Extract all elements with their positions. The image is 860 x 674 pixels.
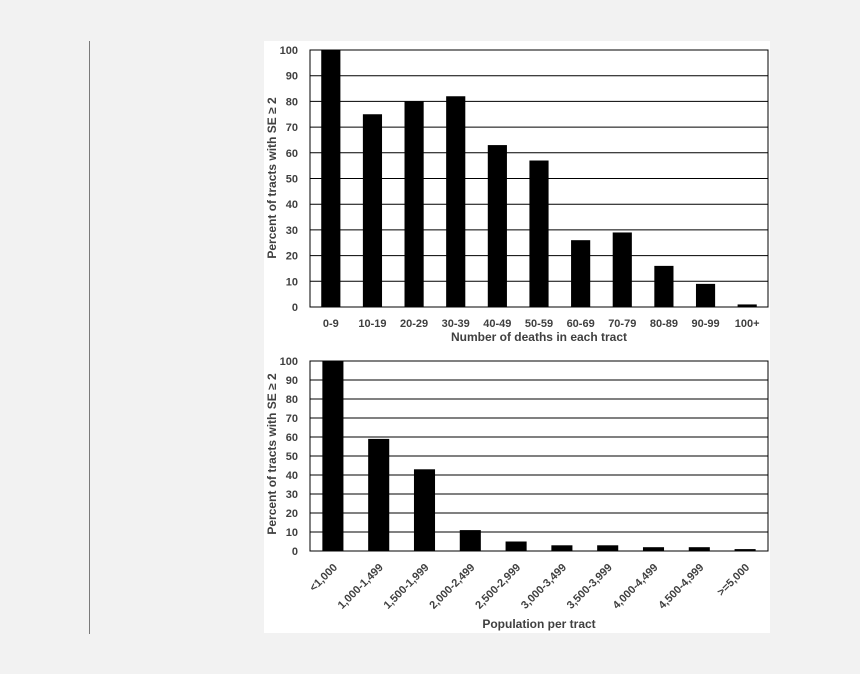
- deaths-x-tick-label: 40-49: [483, 318, 511, 330]
- deaths-y-tick-label: 20: [286, 251, 298, 263]
- population-bar: [551, 545, 573, 551]
- population-y-tick-label: 90: [286, 375, 298, 387]
- deaths-y-tick-label: 0: [292, 302, 298, 314]
- deaths-x-tick-label: 50-59: [525, 318, 553, 330]
- population-y-tick-label: 20: [286, 508, 298, 520]
- deaths-y-tick-label: 50: [286, 174, 298, 186]
- deaths-x-tick-label: 100+: [735, 318, 760, 330]
- deaths-x-tick-label: 0-9: [323, 318, 339, 330]
- population-bar: [505, 541, 527, 551]
- population-bar: [688, 547, 710, 551]
- deaths-x-tick-label: 20-29: [400, 318, 428, 330]
- population-y-axis-title: Percent of tracts with SE ≥ 2: [265, 373, 279, 535]
- population-y-tick-label: 50: [286, 451, 298, 463]
- deaths-x-axis-title: Number of deaths in each tract: [451, 330, 627, 344]
- population-x-tick-label: 1,000-1,499: [336, 562, 386, 612]
- population-bar: [642, 547, 665, 551]
- population-plot-frame: [309, 360, 769, 552]
- deaths-bar: [404, 101, 424, 308]
- population-bar: [597, 545, 619, 551]
- deaths-bar: [612, 232, 632, 307]
- deaths-y-tick-label: 100: [280, 45, 298, 57]
- population-y-tick-label: 80: [286, 394, 298, 406]
- population-y-tick-label: 70: [286, 413, 298, 425]
- population-x-tick-label: 2,000-2,499: [427, 562, 477, 612]
- deaths-bar: [529, 160, 549, 307]
- deaths-x-tick-label: 80-89: [650, 318, 678, 330]
- population-x-tick-label: 3,500-3,999: [565, 562, 615, 612]
- population-y-tick-label: 40: [286, 470, 298, 482]
- population-x-tick-label: 3,000-3,499: [519, 562, 569, 612]
- population-bar-chart: 0 10 20 30 40 50 60 70 80 90 100 <1,0001,000-1,4991…: [265, 356, 769, 631]
- population-x-tick-label: >=5,000: [715, 562, 752, 599]
- deaths-x-tick-label: 30-39: [442, 318, 470, 330]
- deaths-bar: [321, 50, 341, 307]
- deaths-y-tick-label: 70: [286, 122, 298, 134]
- deaths-bar: [571, 240, 591, 307]
- population-bar: [734, 549, 756, 551]
- population-y-tick-label: 30: [286, 489, 298, 501]
- population-x-tick-label: 4,500-4,999: [656, 562, 706, 612]
- population-x-tick-label: 4,000-4,499: [611, 562, 661, 612]
- population-y-tick-label: 100: [280, 356, 298, 368]
- deaths-y-tick-label: 90: [286, 71, 298, 83]
- population-x-axis-title: Population per tract: [482, 617, 595, 631]
- population-x-tick-label: 1,500-1,999: [382, 562, 432, 612]
- deaths-x-tick-label: 60-69: [567, 318, 595, 330]
- deaths-x-tick-label: 10-19: [358, 318, 386, 330]
- population-bar: [368, 438, 390, 551]
- population-bar: [322, 361, 344, 551]
- population-y-tick-label: 60: [286, 432, 298, 444]
- deaths-bar: [487, 145, 507, 307]
- deaths-x-tick-label: 70-79: [608, 318, 636, 330]
- deaths-x-tick-label: 90-99: [691, 318, 719, 330]
- deaths-bar: [654, 265, 674, 307]
- population-y-tick-label: 0: [292, 546, 298, 558]
- deaths-y-tick-label: 30: [286, 225, 298, 237]
- deaths-bar: [737, 304, 757, 307]
- deaths-y-tick-label: 80: [286, 96, 298, 108]
- deaths-bar: [362, 114, 383, 307]
- population-x-tick-label: 2,500-2,999: [473, 562, 523, 612]
- population-bar: [413, 469, 436, 551]
- deaths-y-axis-title: Percent of tracts with SE ≥ 2: [265, 97, 279, 259]
- deaths-y-tick-label: 60: [286, 148, 298, 160]
- population-y-tick-label: 10: [286, 527, 298, 539]
- population-x-tick-label: <1,000: [308, 562, 340, 594]
- figure-panel: 0 10 20 30 40 50 60 70 80 90 100 0-9 10-19 20-29 30-39…: [264, 41, 770, 633]
- population-bar: [459, 530, 481, 551]
- page-divider-line: [89, 41, 90, 634]
- deaths-bar: [446, 96, 466, 307]
- deaths-bar-chart: 0 10 20 30 40 50 60 70 80 90 100 0-9 10-19 20-29 30-39…: [265, 45, 769, 344]
- deaths-bar: [695, 283, 716, 307]
- deaths-y-tick-label: 10: [286, 276, 298, 288]
- deaths-y-tick-label: 40: [286, 199, 298, 211]
